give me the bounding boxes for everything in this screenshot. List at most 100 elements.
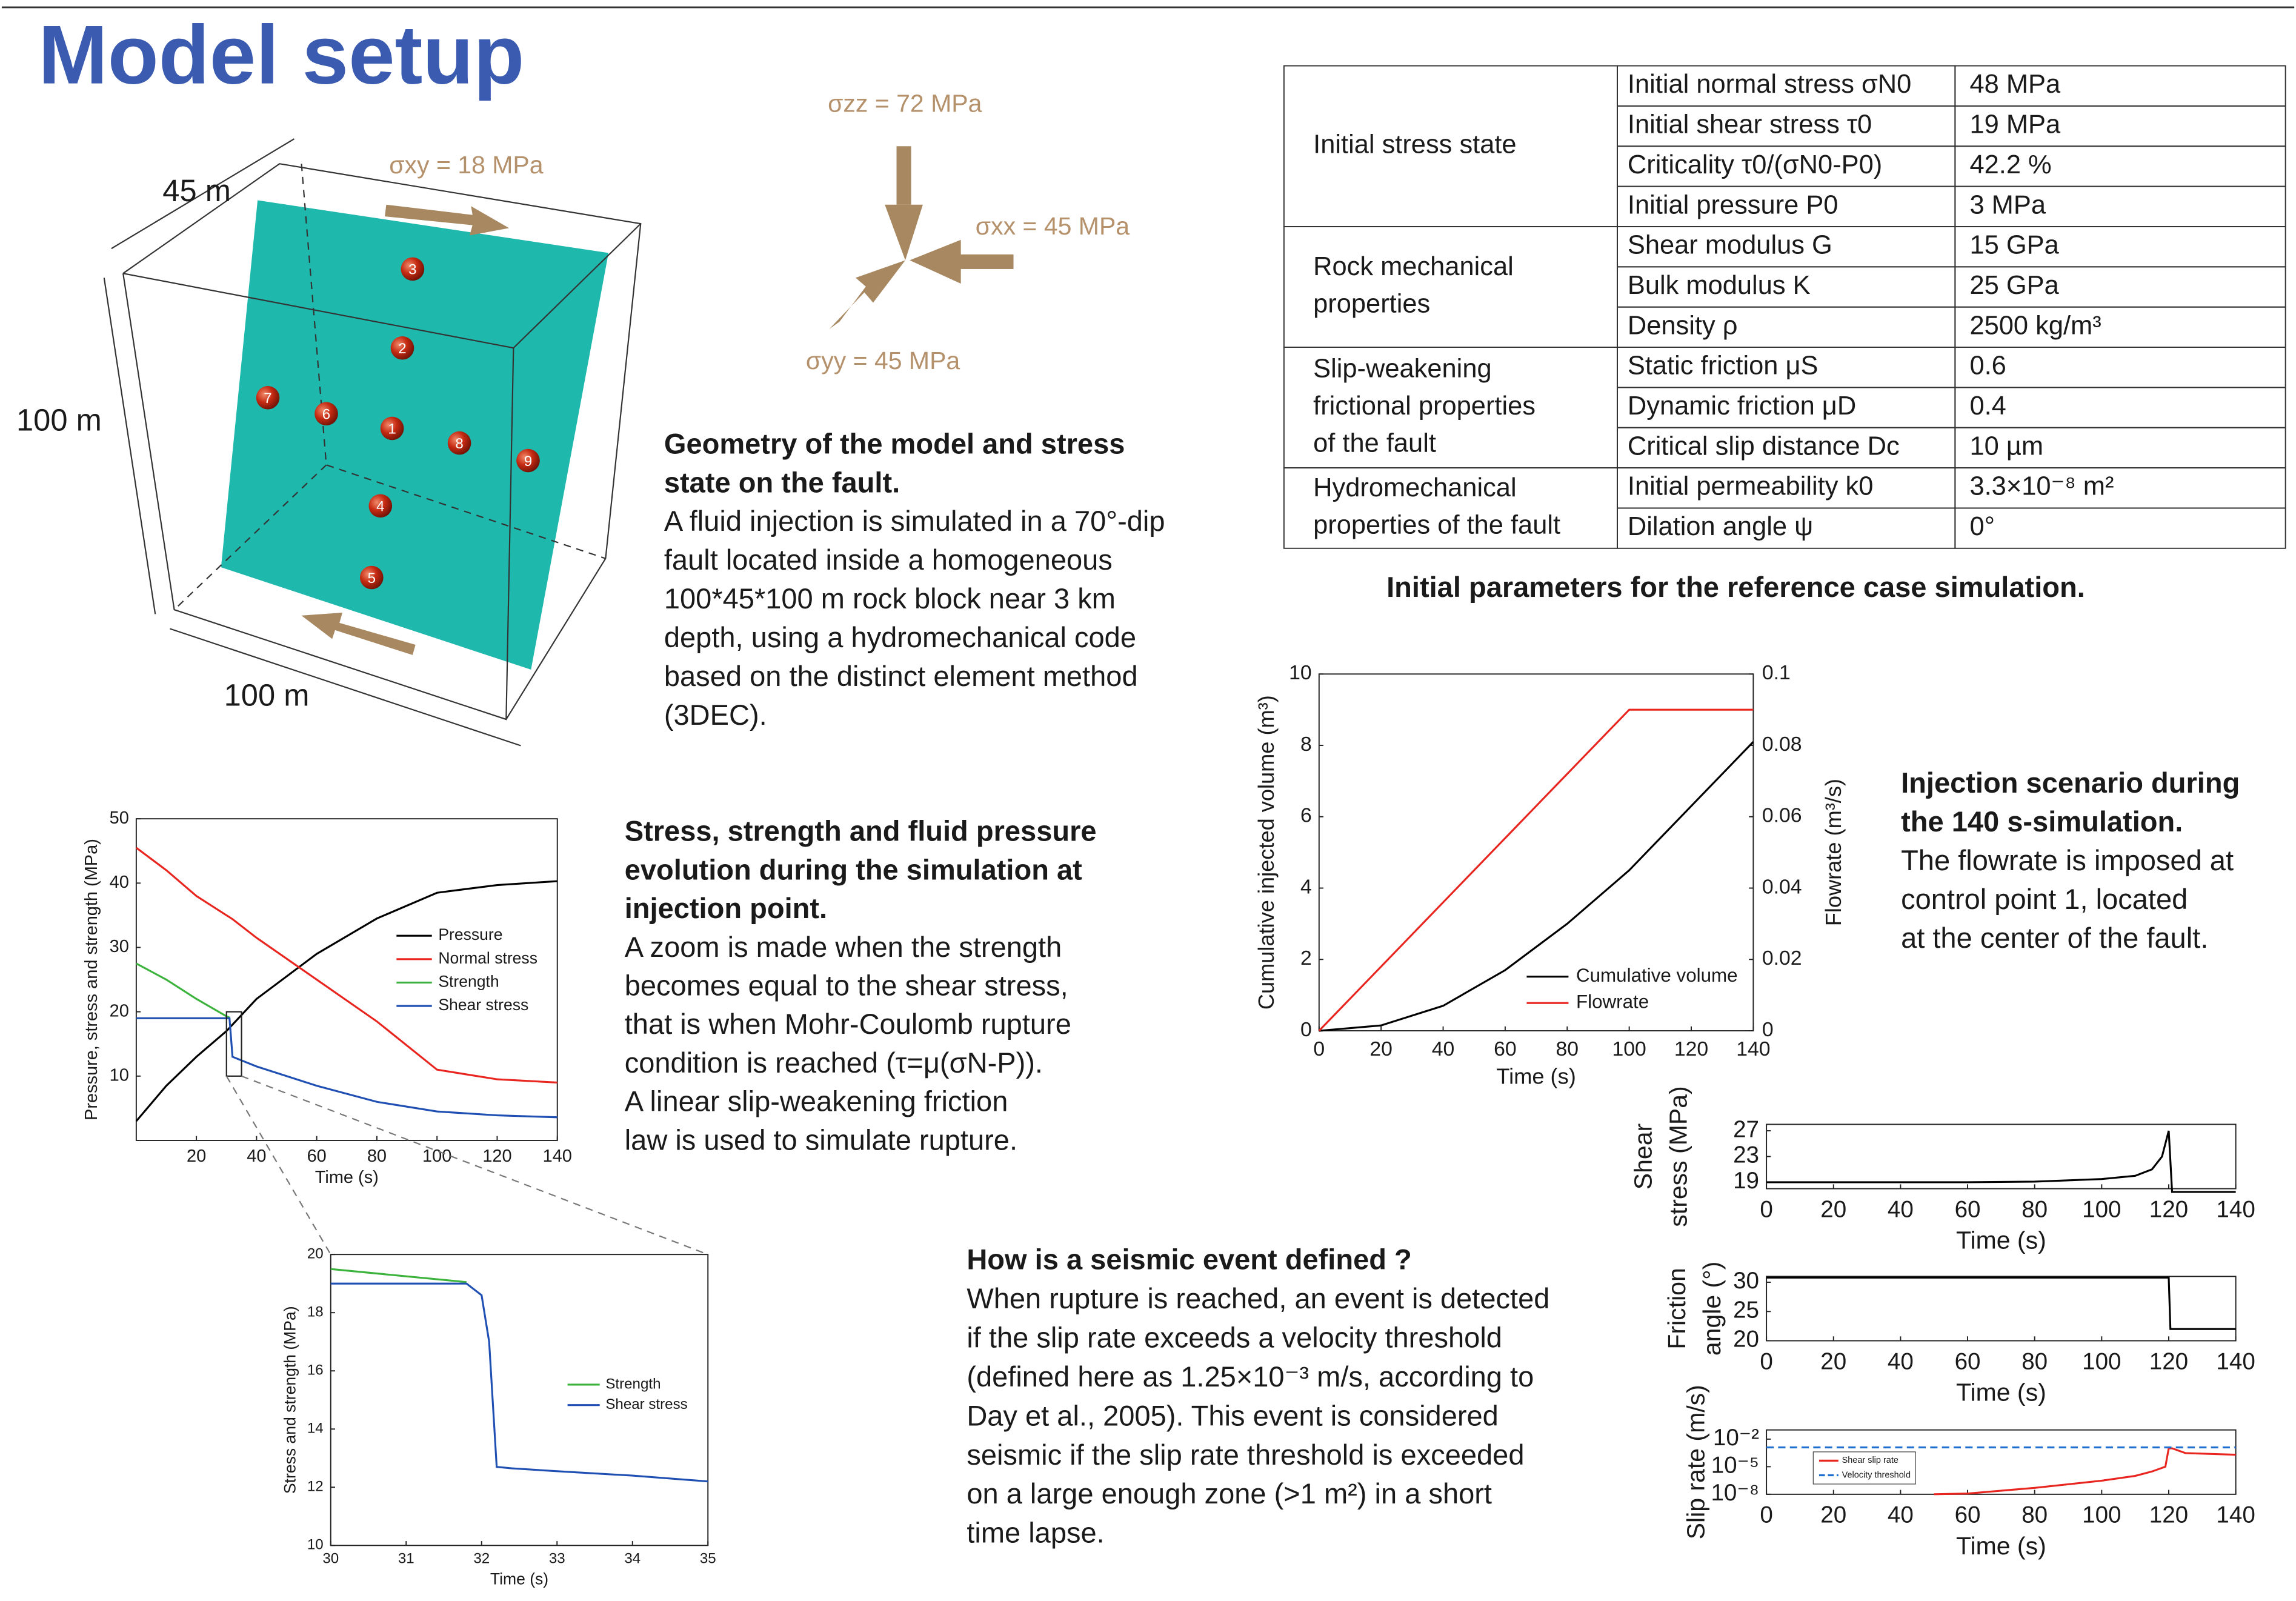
y-axis-label: stress (MPa) [1665, 1086, 1692, 1227]
stress-arrow [959, 255, 1013, 269]
table-parameter: Initial shear stress τ0 [1628, 110, 1872, 139]
x-tick-label: 60 [307, 1147, 327, 1166]
y-tick-label: 10 [307, 1537, 324, 1553]
table-group-label: of the fault [1313, 429, 1436, 458]
x-tick-label: 120 [482, 1147, 511, 1166]
stress-label: σyy = 45 MPa [806, 347, 960, 374]
x-axis-label: Time (s) [1956, 1227, 2046, 1254]
shear-stress-label: σxy = 18 MPa [389, 151, 544, 179]
x-tick-label: 80 [2021, 1348, 2048, 1374]
table-parameter: Bulk modulus K [1628, 271, 1811, 300]
stress-label: σxx = 45 MPa [976, 212, 1130, 240]
block-text: time lapse. [967, 1517, 1104, 1549]
legend-label: Velocity threshold [1842, 1470, 1911, 1480]
table-value: 3.3×10⁻⁸ m² [1969, 472, 2114, 501]
y-tick-label: 27 [1733, 1116, 1759, 1142]
dimension-label: 45 m [162, 173, 231, 208]
table-value: 25 GPa [1969, 271, 2059, 300]
block-heading: state on the fault. [664, 466, 900, 498]
y-axis-label: Pressure, stress and strength (MPa) [82, 839, 101, 1120]
x-tick-label: 100 [2082, 1196, 2121, 1222]
x-tick-label: 20 [1820, 1348, 1846, 1374]
y2-tick-label: 0.06 [1762, 804, 1802, 827]
x-tick-label: 0 [1760, 1196, 1772, 1222]
legend-label: Pressure [438, 925, 502, 944]
table-cell [1284, 227, 1617, 347]
table-group-label: Rock mechanical [1313, 252, 1514, 281]
x-tick-label: 140 [2216, 1348, 2255, 1374]
block-text: on a large enough zone (>1 m²) in a shor… [967, 1477, 1492, 1509]
block-text: When rupture is reached, an event is det… [967, 1282, 1549, 1314]
stress-label: σzz = 72 MPa [828, 90, 982, 118]
y-tick-label: 25 [1733, 1297, 1759, 1323]
x-tick-label: 20 [187, 1147, 206, 1166]
legend-label: Strength [605, 1376, 661, 1392]
stress-arrow [910, 240, 960, 284]
x-tick-label: 32 [473, 1551, 490, 1567]
block-text: 100*45*100 m rock block near 3 km [664, 582, 1116, 614]
y2-tick-label: 0.02 [1762, 947, 1802, 970]
chart: 020406080100120140024681000.020.040.060.… [1254, 661, 1846, 1088]
x-tick-label: 40 [1888, 1196, 1914, 1222]
table-value: 19 MPa [1969, 110, 2060, 139]
block-text: A linear slip-weakening friction [625, 1085, 1008, 1117]
block-text: depth, using a hydromechanical code [664, 621, 1136, 653]
y-axis-label: angle (°) [1698, 1262, 1726, 1356]
control-point-label: 8 [455, 436, 463, 452]
y-tick-label: 23 [1733, 1142, 1759, 1168]
block-text: The flowrate is imposed at [1901, 844, 2234, 876]
y-tick-label: 14 [307, 1420, 324, 1437]
table-value: 10 µm [1969, 431, 2043, 461]
x-tick-label: 60 [1955, 1196, 1981, 1222]
table-value: 2500 kg/m³ [1969, 311, 2101, 340]
block-text: control point 1, located [1901, 883, 2188, 915]
dimension-label: 100 m [224, 677, 310, 712]
x-tick-label: 0 [1760, 1348, 1772, 1374]
parameter-table: Initial normal stress σN048 MPaInitial s… [1284, 66, 2286, 548]
x-tick-label: 80 [367, 1147, 387, 1166]
legend-label: Shear stress [605, 1396, 687, 1413]
block-text: law is used to simulate rupture. [625, 1123, 1017, 1156]
block-text: (3DEC). [664, 699, 767, 731]
table-group-label: Hydromechanical [1313, 473, 1516, 502]
block-text: if the slip rate exceeds a velocity thre… [967, 1321, 1502, 1353]
x-tick-label: 100 [422, 1147, 451, 1166]
x-tick-label: 30 [322, 1551, 339, 1567]
chart: 020406080100120140192327Time (s)Shearstr… [1629, 1086, 2255, 1254]
table-value: 0.4 [1969, 391, 2006, 421]
legend-label: Flowrate [1576, 991, 1649, 1012]
y2-tick-label: 0.08 [1762, 733, 1802, 756]
y-axis-label: Slip rate (m/s) [1682, 1385, 1710, 1539]
y-tick-label: 19 [1733, 1168, 1759, 1194]
x-tick-label: 80 [2021, 1502, 2048, 1528]
x-tick-label: 140 [543, 1147, 572, 1166]
block-heading: the 140 s-simulation. [1901, 805, 2183, 837]
table-group-label: frictional properties [1313, 391, 1536, 421]
x-tick-label: 20 [1820, 1196, 1846, 1222]
block-text: condition is reached (τ=μ(σN-P)). [625, 1047, 1043, 1079]
x-axis-label: Time (s) [490, 1569, 548, 1588]
block-text: based on the distinct element method [664, 660, 1138, 692]
y-tick-label: 6 [1300, 804, 1312, 827]
block-heading: evolution during the simulation at [625, 853, 1082, 885]
control-point-label: 7 [264, 390, 271, 407]
control-point-label: 5 [368, 570, 376, 587]
table-value: 0° [1969, 512, 1995, 541]
y-tick-label: 20 [307, 1246, 324, 1262]
legend-label: Cumulative volume [1576, 965, 1738, 986]
control-point-label: 6 [322, 407, 330, 423]
y-tick-label: 40 [110, 873, 129, 892]
table-parameter: Initial permeability k0 [1628, 472, 1873, 501]
block-heading: Geometry of the model and stress [664, 427, 1125, 459]
block-heading: How is a seismic event defined ? [967, 1243, 1411, 1276]
block-text: fault located inside a homogeneous [664, 544, 1113, 576]
y2-axis-label: Flowrate (m³/s) [1821, 779, 1846, 926]
x-tick-label: 100 [1612, 1037, 1646, 1060]
x-tick-label: 40 [1888, 1348, 1914, 1374]
control-point-label: 3 [408, 262, 416, 278]
block-heading: Stress, strength and fluid pressure [625, 815, 1097, 847]
x-tick-label: 40 [247, 1147, 266, 1166]
control-point-label: 2 [398, 341, 406, 357]
block-text: seismic if the slip rate threshold is ex… [967, 1439, 1524, 1471]
